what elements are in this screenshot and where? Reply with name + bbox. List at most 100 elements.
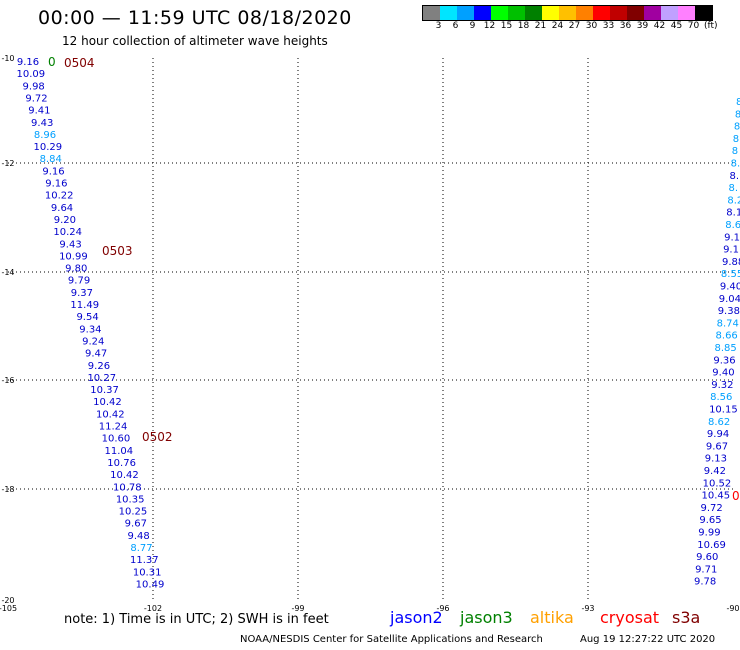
wave-height-value: 9.16	[42, 166, 64, 177]
wave-height-value: 10.49	[136, 579, 165, 590]
wave-height-value: 8	[733, 134, 739, 145]
legend-swatch	[542, 6, 559, 20]
wave-height-value: 9.37	[71, 288, 93, 299]
legend-swatch	[525, 6, 542, 20]
wave-height-value: 8.55	[721, 269, 740, 280]
legend-label: 30	[585, 21, 598, 31]
wave-height-value: 9.67	[125, 519, 147, 530]
wave-height-value: 9.48	[128, 531, 150, 542]
wave-height-value: 9.94	[707, 429, 729, 440]
footer-note: note: 1) Time is in UTC; 2) SWH is in fe…	[64, 612, 329, 627]
wave-height-value: 9.72	[700, 503, 722, 514]
pass-label-jason3: 0	[48, 55, 56, 69]
wave-height-value: 9.20	[54, 215, 76, 226]
wave-height-value: 8.	[728, 183, 738, 194]
wave-height-value: 10.45	[702, 491, 731, 502]
wave-height-value: 10.22	[45, 191, 74, 202]
wave-height-value: 9.24	[82, 336, 104, 347]
legend-label: 6	[452, 21, 459, 31]
wave-height-value: 9.36	[713, 355, 735, 366]
wave-height-value: 9.32	[711, 380, 733, 391]
legend-swatch	[678, 6, 695, 20]
footer-credit: NOAA/NESDIS Center for Satellite Applica…	[240, 634, 543, 645]
wave-height-value: 8.	[730, 171, 740, 182]
legend-labels: 3 6 9 12 15 18 21 24 27 30 33 36 39 42 45 70 (ft)	[422, 21, 718, 31]
legend-swatch	[627, 6, 644, 20]
wave-height-value: 9.04	[719, 294, 740, 305]
wave-height-value: 9.47	[85, 349, 107, 360]
wave-height-value: 9.88	[722, 257, 740, 268]
legend-swatch	[474, 6, 491, 20]
wave-height-value: 8	[736, 97, 740, 108]
lon-tick-label: -99	[291, 604, 304, 613]
lat-tick-label: -16	[1, 376, 14, 385]
legend-label: 45	[670, 21, 683, 31]
pass-label: 0	[732, 489, 740, 503]
wave-height-value: 9.60	[696, 552, 718, 563]
wave-height-value: 11.04	[104, 446, 133, 457]
legend-label: 33	[602, 21, 615, 31]
legend-label: 18	[517, 21, 530, 31]
wave-height-value: 9.43	[59, 239, 81, 250]
color-legend	[422, 5, 713, 21]
wave-height-value: 8	[735, 109, 740, 120]
wave-height-value: 9.40	[720, 282, 740, 293]
wave-height-value: 10.76	[107, 458, 136, 469]
wave-height-value: 10.42	[96, 409, 125, 420]
wave-height-value: 10.78	[113, 482, 142, 493]
wave-height-value: 8.77	[130, 543, 152, 554]
legend-label: 36	[619, 21, 632, 31]
wave-height-value: 9.38	[718, 306, 740, 317]
wave-height-value: 9.34	[79, 324, 101, 335]
wave-height-value: 9.1	[724, 232, 740, 243]
pass-label: 0503	[102, 244, 133, 258]
wave-height-value: 9.79	[68, 276, 90, 287]
lon-tick-label: -96	[436, 604, 449, 613]
wave-height-value: 9.1	[723, 245, 739, 256]
wave-height-value: 9.54	[76, 312, 98, 323]
wave-height-value: 10.31	[133, 567, 162, 578]
lat-tick-label: -10	[1, 54, 14, 63]
wave-height-value: 11.37	[130, 555, 159, 566]
wave-height-value: 9.64	[51, 203, 73, 214]
wave-height-value: 11.49	[70, 300, 99, 311]
lon-tick-label: -90	[726, 604, 739, 613]
wave-height-value: 10.60	[102, 434, 131, 445]
wave-height-value: 10.52	[703, 478, 732, 489]
pass-label: 0502	[142, 430, 173, 444]
legend-swatch	[559, 6, 576, 20]
wave-height-value: 9.99	[698, 528, 720, 539]
legend-label: 3	[435, 21, 442, 31]
wave-height-value: 10.09	[17, 69, 46, 80]
wave-height-value: 9.26	[88, 361, 110, 372]
lat-tick-label: -12	[1, 159, 14, 168]
page-title: 00:00 — 11:59 UTC 08/18/2020	[38, 7, 352, 29]
legend-swatch	[508, 6, 525, 20]
wave-height-value: 9.41	[28, 106, 50, 117]
lat-tick-label: -14	[1, 268, 14, 277]
wave-height-value: 8.84	[40, 154, 62, 165]
lon-tick-label: -93	[581, 604, 594, 613]
wave-height-value: 8.2	[727, 195, 740, 206]
wave-height-value: 9.72	[25, 93, 47, 104]
wave-height-value: 8.66	[716, 331, 738, 342]
satellite-jason3: jason3	[460, 608, 513, 627]
wave-height-value: 8	[734, 122, 740, 133]
footer-timestamp: Aug 19 12:27:22 UTC 2020	[580, 634, 716, 645]
legend-swatch	[695, 6, 712, 20]
legend-label: 70	[687, 21, 700, 31]
legend-label: 9	[469, 21, 476, 31]
wave-height-value: 10.25	[119, 507, 148, 518]
page-subtitle: 12 hour collection of altimeter wave hei…	[62, 34, 328, 48]
wave-height-value: 9.16	[45, 179, 67, 190]
lon-tick-label: -105	[0, 604, 17, 613]
wave-height-value: 8.1	[726, 208, 740, 219]
legend-label: 15	[500, 21, 513, 31]
wave-height-value: 8.	[731, 159, 740, 170]
wave-height-value: 10.24	[53, 227, 82, 238]
wave-height-value: 9.78	[694, 577, 716, 588]
wave-height-value: 9.16	[17, 57, 39, 68]
legend-label: 42	[653, 21, 666, 31]
wave-height-value: 8.56	[710, 392, 732, 403]
wave-height-value: 8	[732, 146, 738, 157]
